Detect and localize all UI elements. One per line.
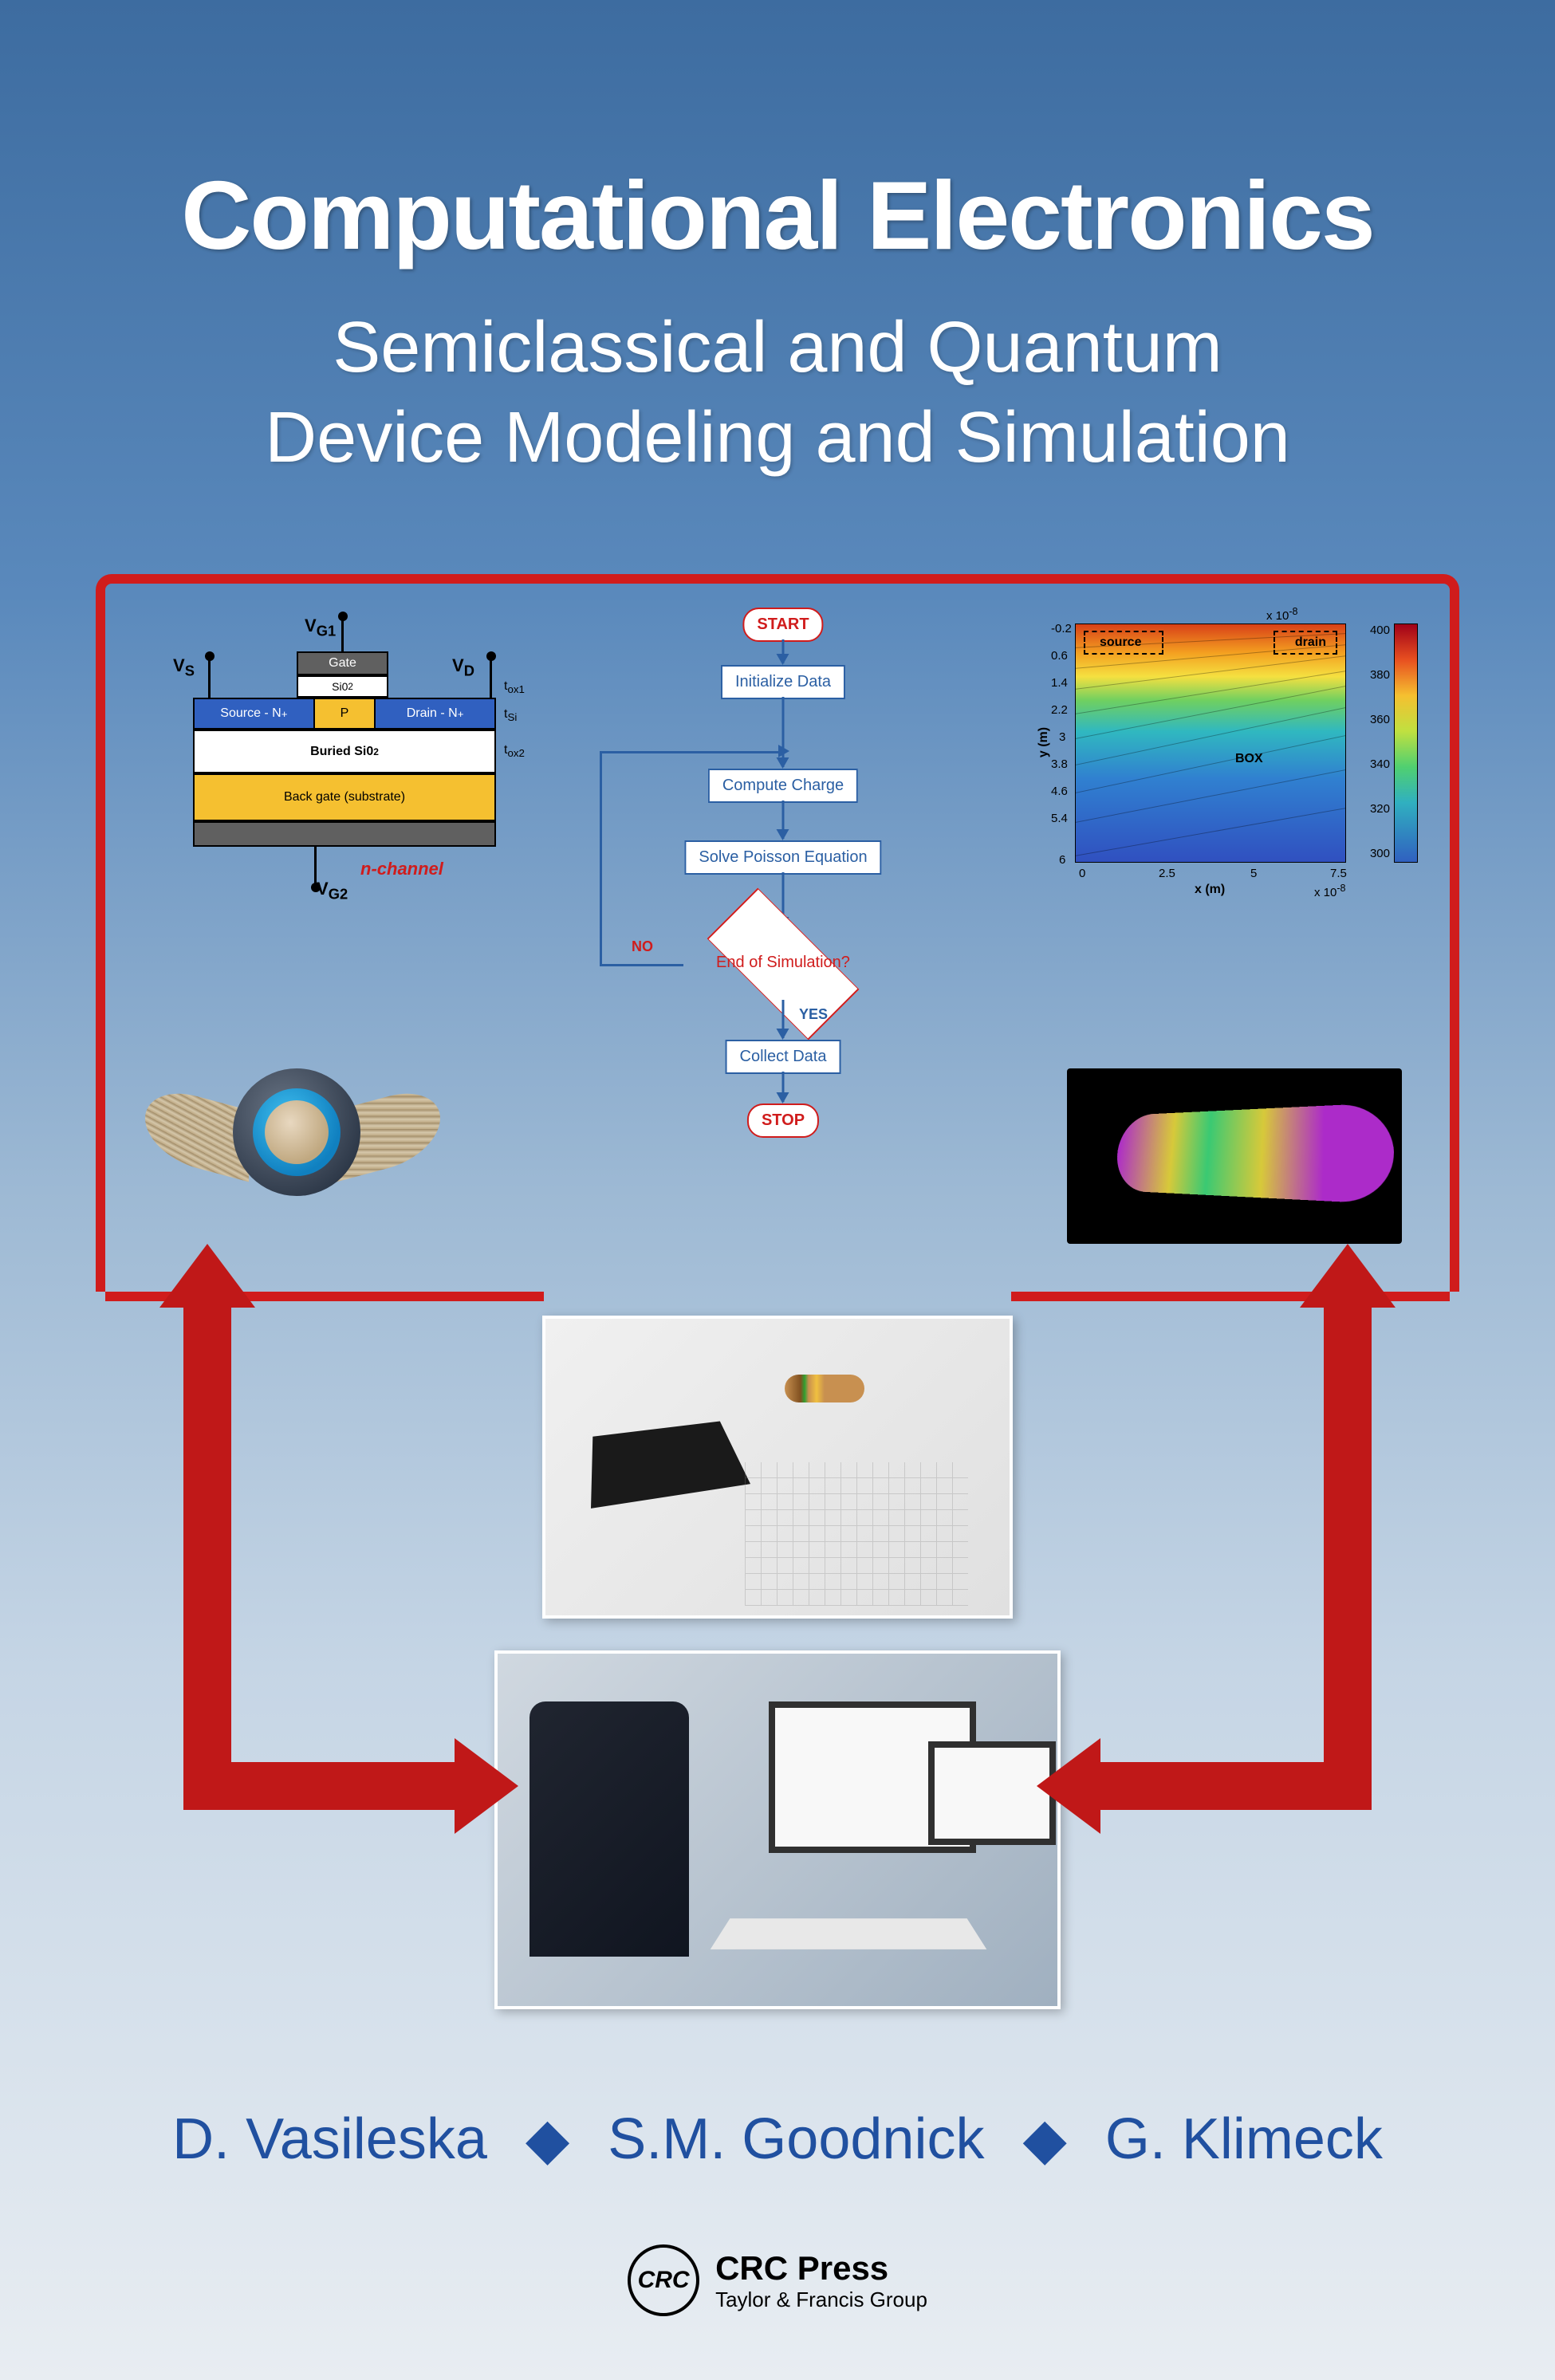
contour-plot: x 10-8 source drain BOX -0.2 0.6 1.4 2.2… (1035, 608, 1418, 895)
publisher-name: CRC Press (715, 2249, 927, 2288)
publisher-block: CRC CRC Press Taylor & Francis Group (0, 2244, 1555, 2316)
flow-yes: YES (799, 1006, 828, 1023)
authors: D. Vasileska ◆ S.M. Goodnick ◆ G. Klimec… (0, 2105, 1555, 2172)
flow-compute: Compute Charge (708, 769, 858, 803)
n-channel-label: n-channel (360, 859, 443, 879)
channel-row: Source - N+ P Drain - N+ (193, 698, 496, 730)
back-gate: Back gate (substrate) (193, 773, 496, 821)
pin-vg2: VG2 (317, 879, 348, 903)
pin-vg1: VG1 (305, 616, 336, 639)
simulation-flowchart: START Initialize Data Compute Charge Sol… (584, 608, 982, 1277)
flow-collect: Collect Data (726, 1040, 841, 1074)
circuit-board-photo (542, 1316, 1013, 1619)
flow-decision: End of Simulation? (679, 928, 887, 1000)
diagram-frame: VS VG1 VD VG2 Gate Si02 Source - N+ P Dr… (96, 574, 1459, 1292)
computer-lab-photo (494, 1650, 1061, 2009)
author-separator: ◆ (1022, 2107, 1066, 2171)
sio2-top: Si02 (297, 675, 388, 698)
flow-init: Initialize Data (721, 665, 845, 699)
crc-logo: CRC (628, 2244, 699, 2316)
author-separator: ◆ (526, 2107, 569, 2171)
author-2: S.M. Goodnick (608, 2107, 984, 2171)
flow-poisson: Solve Poisson Equation (684, 840, 881, 875)
pin-vd: VD (452, 655, 474, 679)
buried-oxide: Buried Si02 (193, 730, 496, 773)
contour-area: source drain BOX (1075, 624, 1346, 863)
author-3: G. Klimeck (1105, 2107, 1383, 2171)
book-title: Computational Electronics (0, 0, 1555, 271)
book-subtitle: Semiclassical and QuantumDevice Modeling… (0, 303, 1555, 482)
pin-vs: VS (173, 655, 195, 679)
gate-region: Gate (297, 651, 388, 675)
3d-simulation-render (1067, 1068, 1402, 1244)
flow-stop: STOP (747, 1103, 819, 1138)
flow-start: START (742, 608, 823, 642)
publisher-group: Taylor & Francis Group (715, 2288, 927, 2312)
author-1: D. Vasileska (172, 2107, 487, 2171)
colorbar (1394, 624, 1418, 863)
flow-no: NO (632, 938, 653, 955)
mosfet-schematic: VS VG1 VD VG2 Gate Si02 Source - N+ P Dr… (137, 608, 552, 911)
nanowire-render (153, 1005, 424, 1244)
